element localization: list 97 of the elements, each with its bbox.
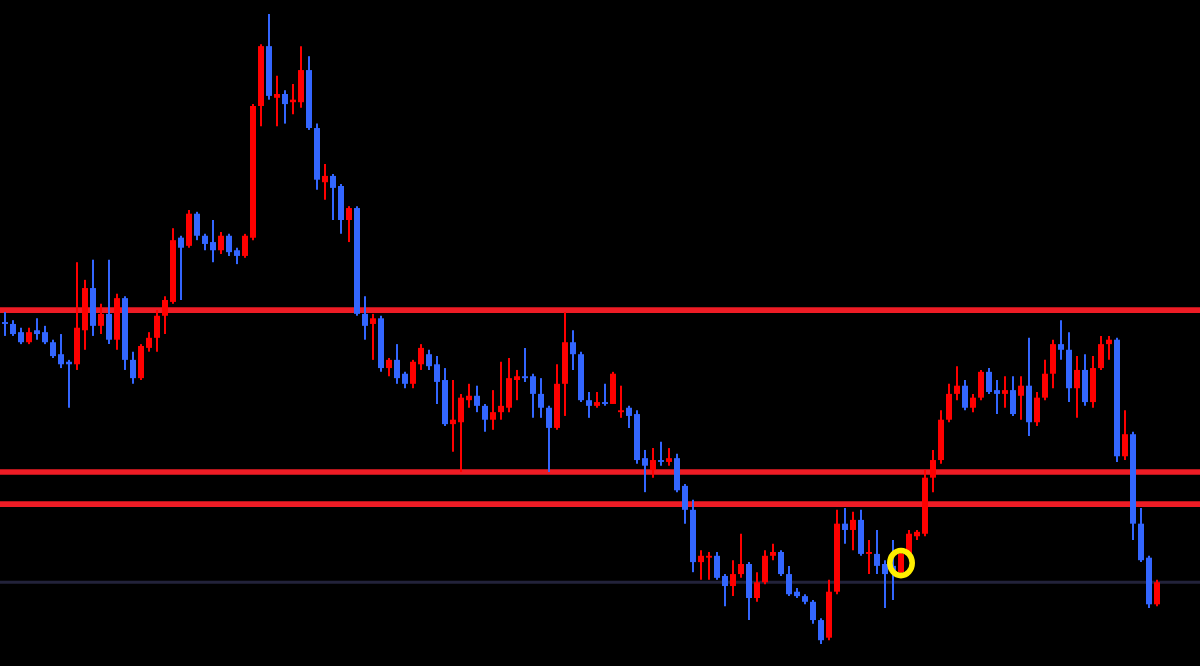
candlestick	[970, 392, 976, 414]
candlestick	[458, 392, 464, 474]
candlestick	[338, 183, 344, 235]
candlestick	[50, 338, 56, 359]
candlestick	[90, 258, 96, 337]
candlestick	[1090, 355, 1096, 409]
candlestick	[490, 389, 496, 431]
candlestick	[562, 310, 568, 417]
candlestick	[706, 551, 712, 581]
candlestick	[226, 232, 232, 257]
candlestick	[866, 539, 872, 576]
candlestick	[786, 564, 792, 598]
candlestick	[826, 578, 832, 642]
candlestick	[858, 508, 864, 557]
candlestick	[570, 329, 576, 371]
candlestick	[1154, 578, 1160, 608]
candlestick	[274, 74, 280, 128]
candlestick	[930, 448, 936, 494]
candlestick	[194, 210, 200, 242]
candlestick	[1106, 334, 1112, 361]
candlestick	[186, 208, 192, 249]
candlestick	[698, 549, 704, 581]
candlestick	[394, 343, 400, 385]
candlestick	[474, 384, 480, 414]
candlestick	[546, 404, 552, 474]
candlestick	[1026, 336, 1032, 438]
candlestick	[938, 409, 944, 465]
candlestick	[1074, 355, 1080, 419]
candlestick	[282, 89, 288, 125]
candlestick	[578, 350, 584, 404]
candlestick	[506, 356, 512, 414]
candlestick	[850, 510, 856, 552]
candlestick	[450, 379, 456, 453]
candlestick	[210, 219, 216, 264]
candlestick	[130, 350, 136, 385]
candlestick	[1082, 353, 1088, 407]
candlestick	[738, 532, 744, 579]
candlestick	[650, 447, 656, 479]
candlestick	[730, 559, 736, 598]
candlestick	[754, 571, 760, 603]
candlestick	[778, 549, 784, 577]
candlestick	[154, 309, 160, 353]
candlestick	[986, 367, 992, 395]
candlestick	[498, 360, 504, 421]
candlestick	[1018, 375, 1024, 421]
candlestick	[1058, 319, 1064, 361]
candlestick	[178, 234, 184, 302]
candlestick	[842, 506, 848, 545]
candlestick	[482, 402, 488, 433]
candlestick	[74, 261, 80, 371]
candlestick	[954, 365, 960, 402]
candlestick	[554, 363, 560, 431]
candlestick	[1098, 334, 1104, 371]
candlestick	[58, 333, 64, 370]
candlestick	[298, 45, 304, 109]
candlestick	[658, 440, 664, 467]
candlestick	[1034, 391, 1040, 428]
candlestick	[370, 312, 376, 361]
candlestick	[1010, 375, 1016, 417]
candlestick	[114, 292, 120, 351]
candlestick	[530, 372, 536, 419]
candlestick	[330, 173, 336, 222]
candlestick	[586, 391, 592, 419]
candlestick	[1066, 331, 1072, 404]
candlestick	[362, 295, 368, 341]
candlestick	[538, 377, 544, 419]
candlestick	[602, 382, 608, 407]
candlestick	[514, 368, 520, 402]
candlestick	[882, 559, 888, 610]
candlestick	[1042, 358, 1048, 402]
candlestick	[1002, 375, 1008, 409]
candlestick	[106, 258, 112, 346]
candlestick	[946, 382, 952, 424]
candlestick	[346, 205, 352, 244]
candlestick	[42, 324, 48, 346]
candlestick	[218, 230, 224, 256]
candlestick	[634, 409, 640, 465]
candlestick	[442, 367, 448, 428]
candlestick	[962, 379, 968, 412]
candlestick	[978, 368, 984, 402]
candlestick	[98, 302, 104, 336]
candlestick	[810, 598, 816, 625]
candlestick	[1050, 338, 1056, 390]
candlestick	[618, 384, 624, 419]
candlestick	[714, 551, 720, 581]
candlestick	[34, 317, 40, 341]
candlestick	[610, 370, 616, 405]
candlestick	[386, 356, 392, 378]
candlestick	[322, 162, 328, 201]
candlestick	[818, 617, 824, 644]
candlestick	[994, 379, 1000, 416]
candlestick	[762, 549, 768, 586]
candlestick	[2, 310, 8, 337]
candlestick	[746, 561, 752, 622]
candlestick	[874, 528, 880, 576]
candlestick	[138, 343, 144, 382]
candlestick	[1122, 409, 1128, 462]
